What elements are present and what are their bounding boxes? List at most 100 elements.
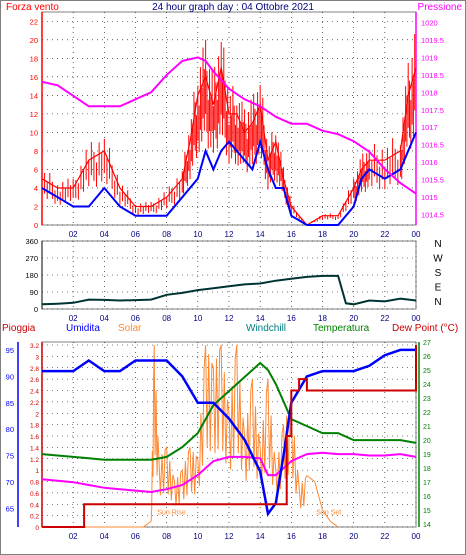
x-tick-label: 00 — [412, 314, 421, 323]
direction-tick-label: 270 — [25, 254, 38, 263]
legend-entry: Umidita — [66, 323, 100, 334]
x-tick-label: 04 — [100, 314, 109, 323]
x-tick-label: 14 — [256, 230, 265, 239]
x-tick-label: 16 — [287, 230, 296, 239]
rain-tick-label: 3 — [35, 354, 39, 361]
series-pressure — [41, 56, 417, 195]
panel-direction-frame — [41, 240, 417, 310]
temperature-tick-label: 25 — [423, 368, 431, 375]
rain-tick-label: 1.4 — [30, 445, 39, 452]
direction-tick-label: 360 — [25, 237, 38, 246]
rain-tick-label: 1.2 — [30, 457, 39, 464]
page-title: 24 hour graph day : 04 Ottobre 2021 — [152, 2, 314, 13]
humidity-tick-label: 95 — [6, 346, 14, 355]
series-wind-average — [41, 132, 417, 226]
humidity-tick-label: 80 — [6, 425, 14, 434]
panel-wind-frame — [41, 11, 417, 226]
x-tick-label: 12 — [225, 532, 234, 541]
x-tick-label: 10 — [193, 230, 202, 239]
x-tick-label: 16 — [287, 314, 296, 323]
humidity-tick-label: 85 — [6, 399, 14, 408]
pressure-tick-label: 1018 — [421, 88, 438, 97]
x-tick-label: 06 — [131, 314, 140, 323]
wind-tick-label: 0 — [34, 221, 38, 230]
temperature-tick-label: 27 — [423, 340, 431, 347]
x-tick-label: 08 — [162, 230, 171, 239]
rain-tick-label: 3.2 — [30, 343, 39, 350]
pressure-axis-title: Pressione — [418, 2, 463, 13]
x-tick-label: 10 — [193, 532, 202, 541]
series-wind-direction — [41, 274, 417, 306]
temperature-tick-label: 22 — [423, 410, 431, 417]
compass-label: S — [435, 268, 442, 279]
temperature-tick-label: 14 — [423, 522, 431, 529]
x-tick-label: 04 — [100, 230, 109, 239]
x-tick-label: 18 — [318, 230, 327, 239]
rain-tick-label: 2.4 — [30, 389, 39, 396]
x-tick-label: 22 — [380, 230, 389, 239]
series-rain — [42, 345, 417, 528]
x-tick-label: 22 — [380, 314, 389, 323]
annotation-sun-set: Sun Set — [316, 509, 341, 516]
annotation-sun-rise: Sun Rise — [157, 509, 186, 516]
direction-tick-label: 90 — [30, 288, 38, 297]
pressure-tick-label: 1019.5 — [421, 36, 444, 45]
pressure-tick-label: 1017.5 — [421, 106, 444, 115]
x-tick-label: 18 — [318, 532, 327, 541]
x-tick-label: 22 — [380, 532, 389, 541]
legend-entry: Temperatura — [313, 323, 370, 334]
rain-tick-label: 1.6 — [30, 434, 39, 441]
legend-entry: Pioggia — [2, 323, 36, 334]
humidity-tick-label: 65 — [6, 505, 14, 514]
x-tick-label: 10 — [193, 314, 202, 323]
x-tick-label: 00 — [412, 532, 421, 541]
pressure-tick-label: 1018.5 — [421, 71, 444, 80]
pressure-tick-label: 1020 — [421, 18, 438, 27]
temperature-tick-label: 17 — [423, 480, 431, 487]
series-humidity — [42, 348, 416, 517]
x-tick-label: 20 — [349, 532, 358, 541]
temperature-tick-label: 20 — [423, 438, 431, 445]
wind-tick-label: 12 — [30, 110, 38, 119]
direction-tick-label: 0 — [34, 305, 38, 314]
x-tick-label: 20 — [349, 314, 358, 323]
compass-label: E — [435, 283, 442, 294]
series-dew-point — [41, 451, 417, 494]
rain-tick-label: 0.2 — [30, 514, 39, 521]
temperature-tick-label: 26 — [423, 354, 431, 361]
x-tick-label: 06 — [131, 230, 140, 239]
series-solar — [42, 344, 339, 528]
rain-tick-label: 1 — [35, 468, 39, 475]
x-tick-label: 08 — [162, 532, 171, 541]
compass-label: W — [433, 254, 443, 265]
temperature-tick-label: 19 — [423, 452, 431, 459]
wind-axis-title: Forza vento — [6, 2, 59, 13]
pressure-tick-label: 1015 — [421, 193, 438, 202]
pressure-tick-label: 1014.5 — [421, 211, 444, 220]
temperature-tick-label: 16 — [423, 494, 431, 501]
rain-tick-label: 2.6 — [30, 377, 39, 384]
x-tick-label: 20 — [349, 230, 358, 239]
humidity-tick-label: 90 — [6, 372, 14, 381]
wind-tick-label: 22 — [30, 17, 38, 26]
legend-entry: Solar — [118, 323, 142, 334]
legend-entry: Dew Point (°C) — [392, 323, 458, 334]
x-tick-label: 14 — [256, 532, 265, 541]
wind-tick-label: 6 — [34, 165, 38, 174]
x-tick-label: 16 — [287, 532, 296, 541]
temperature-tick-label: 24 — [423, 382, 431, 389]
wind-tick-label: 10 — [30, 128, 38, 137]
x-tick-label: 02 — [69, 532, 78, 541]
rain-tick-label: 1.8 — [30, 423, 39, 430]
x-tick-label: 12 — [225, 314, 234, 323]
x-tick-label: 04 — [100, 532, 109, 541]
pressure-tick-label: 1017 — [421, 123, 438, 132]
humidity-tick-label: 70 — [6, 478, 14, 487]
pressure-tick-label: 1016.5 — [421, 141, 444, 150]
legend-entry: Windchill — [246, 323, 286, 334]
series-temperature — [41, 361, 417, 461]
wind-tick-label: 14 — [30, 91, 38, 100]
rain-tick-label: 2.8 — [30, 366, 39, 373]
wind-tick-label: 2 — [34, 202, 38, 211]
